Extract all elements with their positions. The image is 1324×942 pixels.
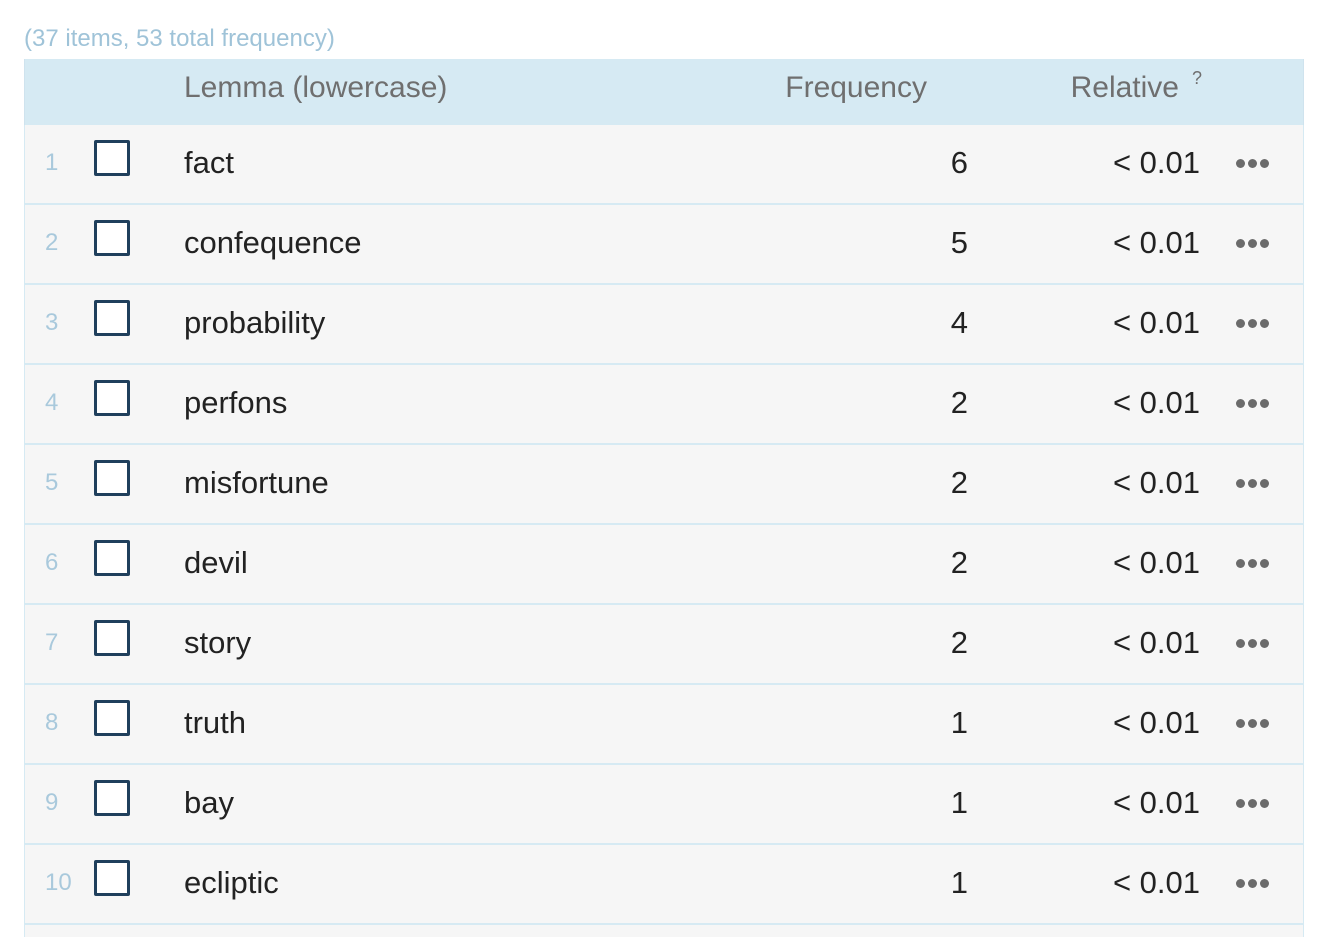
row-lemma[interactable]: devil: [184, 545, 248, 580]
row-frequency: 1: [950, 785, 968, 820]
row-number: 2: [45, 229, 59, 256]
table-row[interactable]: 2 confequence 5 < 0.01: [24, 205, 1304, 285]
row-relative-frequency: < 0.01: [1112, 705, 1200, 740]
row-select-checkbox[interactable]: [94, 460, 130, 496]
table-header: Lemma (lowercase) Frequency Relative ?: [24, 59, 1304, 125]
lemma-frequency-table: Lemma (lowercase) Frequency Relative ? 1…: [24, 59, 1304, 937]
row-relative-frequency: < 0.01: [1112, 145, 1200, 180]
row-lemma[interactable]: probability: [184, 305, 326, 340]
row-select-checkbox[interactable]: [94, 620, 130, 656]
row-select-checkbox[interactable]: [94, 300, 130, 336]
row-lemma[interactable]: story: [184, 625, 252, 660]
row-select-checkbox[interactable]: [94, 780, 130, 816]
row-relative-frequency: < 0.01: [1112, 865, 1200, 900]
more-horizontal-icon[interactable]: [1236, 399, 1270, 409]
more-horizontal-icon[interactable]: [1236, 719, 1270, 729]
more-horizontal-icon[interactable]: [1236, 639, 1270, 649]
row-number: 4: [45, 389, 59, 416]
table-row[interactable]: 3 probability 4 < 0.01: [24, 285, 1304, 365]
row-lemma[interactable]: bay: [184, 785, 234, 820]
row-frequency: 1: [950, 865, 968, 900]
more-horizontal-icon[interactable]: [1236, 879, 1270, 889]
table-row[interactable]: 4 perfons 2 < 0.01: [24, 365, 1304, 445]
table-row[interactable]: 10 ecliptic 1 < 0.01: [24, 845, 1304, 925]
items-summary: (37 items, 53 total frequency): [24, 25, 335, 52]
row-frequency: 5: [950, 225, 968, 260]
row-frequency: 6: [950, 145, 968, 180]
row-number: 9: [45, 789, 59, 816]
row-lemma[interactable]: fact: [184, 145, 234, 180]
row-number: 1: [45, 149, 59, 176]
row-select-checkbox[interactable]: [94, 380, 130, 416]
row-number: 3: [45, 309, 59, 336]
more-horizontal-icon[interactable]: [1236, 319, 1270, 329]
row-select-checkbox[interactable]: [94, 220, 130, 256]
more-horizontal-icon[interactable]: [1236, 159, 1270, 169]
help-icon[interactable]: ?: [1191, 68, 1202, 88]
row-select-checkbox[interactable]: [94, 540, 130, 576]
row-relative-frequency: < 0.01: [1112, 305, 1200, 340]
row-number: 10: [45, 869, 72, 896]
column-header-lemma[interactable]: Lemma (lowercase): [184, 71, 448, 104]
row-relative-frequency: < 0.01: [1112, 625, 1200, 660]
row-select-checkbox[interactable]: [94, 700, 130, 736]
row-frequency: 2: [950, 465, 968, 500]
row-select-checkbox[interactable]: [94, 140, 130, 176]
table-row[interactable]: 6 devil 2 < 0.01: [24, 525, 1304, 605]
row-lemma[interactable]: misfortune: [184, 465, 329, 500]
table-row[interactable]: 8 truth 1 < 0.01: [24, 685, 1304, 765]
row-number: 7: [45, 629, 59, 656]
more-horizontal-icon[interactable]: [1236, 479, 1270, 489]
row-relative-frequency: < 0.01: [1112, 225, 1200, 260]
row-frequency: 2: [950, 545, 968, 580]
row-lemma[interactable]: truth: [184, 705, 247, 740]
column-header-relative[interactable]: Relative: [1070, 71, 1179, 104]
row-lemma[interactable]: perfons: [184, 385, 288, 420]
row-frequency: 4: [950, 305, 968, 340]
table-row[interactable]: 9 bay 1 < 0.01: [24, 765, 1304, 845]
more-horizontal-icon[interactable]: [1236, 239, 1270, 249]
column-header-frequency[interactable]: Frequency: [785, 71, 927, 104]
row-relative-frequency: < 0.01: [1112, 545, 1200, 580]
table-row[interactable]: 5 misfortune 2 < 0.01: [24, 445, 1304, 525]
row-select-checkbox[interactable]: [94, 860, 130, 896]
row-number: 5: [45, 469, 59, 496]
row-relative-frequency: < 0.01: [1112, 465, 1200, 500]
table-row[interactable]: 7 story 2 < 0.01: [24, 605, 1304, 685]
row-frequency: 1: [950, 705, 968, 740]
row-lemma[interactable]: ecliptic: [184, 865, 279, 900]
table-row-partial: [24, 925, 1304, 937]
row-frequency: 2: [950, 385, 968, 420]
row-number: 8: [45, 709, 59, 736]
row-relative-frequency: < 0.01: [1112, 385, 1200, 420]
table-row[interactable]: 1 fact 6 < 0.01: [24, 125, 1304, 205]
row-lemma[interactable]: confequence: [184, 225, 362, 260]
more-horizontal-icon[interactable]: [1236, 799, 1270, 809]
row-frequency: 2: [950, 625, 968, 660]
more-horizontal-icon[interactable]: [1236, 559, 1270, 569]
table-body: 1 fact 6 < 0.01 2 confequence 5 < 0.01 3 probabil…: [24, 125, 1304, 925]
row-number: 6: [45, 549, 59, 576]
row-relative-frequency: < 0.01: [1112, 785, 1200, 820]
